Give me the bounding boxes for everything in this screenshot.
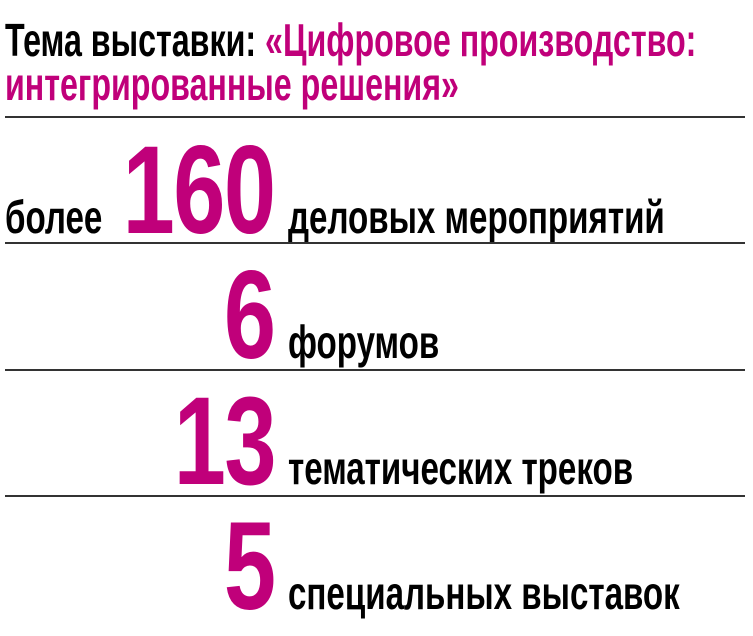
stat-label-exhibitions: специальных выставок [288,567,680,619]
stat-value-tracks: 13 [173,372,277,511]
theme-name: «Цифровое производство: [265,14,697,66]
stat-prefix: более [5,191,103,243]
stat-label-events: деловых мероприятий [288,191,665,243]
stat-label-forums: форумов [288,316,440,368]
theme-name-continued: интегрированные решения» [5,58,459,110]
divider [5,495,745,497]
exhibition-theme-line1: Тема выставки: «Цифровое производство: [5,17,696,63]
exhibition-theme-line2: интегрированные решения» [5,61,459,107]
stat-value-forums: 6 [224,246,276,385]
divider [5,116,745,118]
divider [5,242,745,244]
stat-label-tracks: тематических треков [288,442,634,494]
stat-value-events: 160 [123,121,276,260]
theme-label: Тема выставки: [5,14,266,66]
stat-value-exhibitions: 5 [224,497,276,636]
divider [5,369,745,371]
